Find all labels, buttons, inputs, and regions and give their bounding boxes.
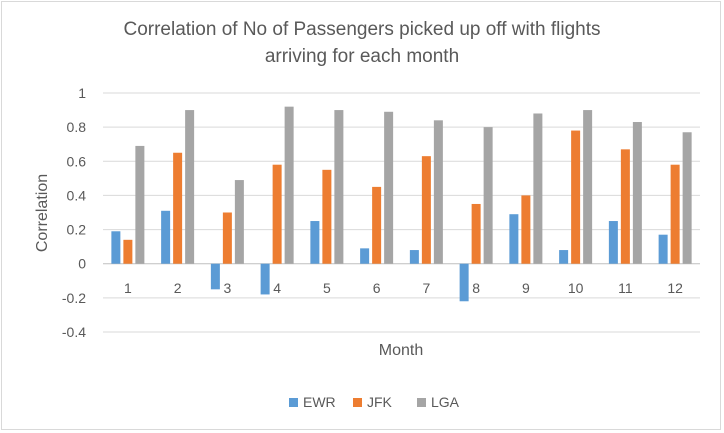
bar-jfk (173, 152, 183, 264)
bar-ewr (210, 263, 220, 290)
bar-lga (384, 111, 394, 264)
legend-swatch-lga (417, 398, 426, 407)
bar-lga (284, 106, 294, 264)
y-tick-label: 1 (78, 85, 86, 101)
bar-lga (533, 113, 543, 264)
legend-swatch-ewr (289, 398, 298, 407)
bar-lga (483, 127, 493, 264)
y-tick-label: 0.6 (67, 153, 87, 169)
y-tick-label: -0.2 (62, 290, 86, 306)
bar-jfk (421, 156, 431, 264)
x-tick-label: 12 (667, 280, 683, 296)
bar-jfk (272, 164, 282, 264)
x-axis-label: Month (379, 342, 423, 359)
bar-jfk (471, 203, 481, 264)
y-tick-label: -0.4 (62, 324, 86, 340)
x-tick-label: 1 (124, 280, 132, 296)
x-tick-label: 3 (223, 280, 231, 296)
bar-lga (682, 132, 692, 264)
x-axis-ticks: 1 2 3 4 5 6 7 8 9 10 11 12 (124, 280, 683, 296)
bar-ewr (559, 250, 569, 264)
bar-ewr (310, 221, 320, 264)
bar-lga (234, 180, 244, 264)
legend: EWR JFK LGA (289, 394, 460, 410)
bar-jfk (372, 186, 382, 264)
bar-lga (433, 120, 443, 264)
bar-lga (583, 110, 593, 264)
bar-ewr (409, 250, 419, 264)
bars (111, 106, 692, 302)
bar-ewr (161, 210, 171, 264)
x-tick-label: 9 (522, 280, 530, 296)
bar-jfk (620, 149, 630, 264)
y-tick-label: 0.2 (67, 222, 87, 238)
bar-ewr (608, 221, 618, 264)
x-tick-label: 10 (568, 280, 584, 296)
bar-lga (185, 110, 195, 264)
gridlines (103, 92, 700, 333)
bar-jfk (571, 130, 581, 264)
chart-title-line-1: Correlation of No of Passengers picked u… (123, 19, 600, 40)
y-tick-label: 0 (78, 256, 86, 272)
x-tick-label: 7 (422, 280, 430, 296)
bar-ewr (360, 248, 370, 264)
x-tick-label: 8 (472, 280, 480, 296)
x-tick-label: 11 (618, 280, 633, 296)
bar-jfk (222, 212, 232, 264)
y-tick-label: 0.8 (67, 119, 87, 135)
bar-ewr (260, 263, 270, 295)
bar-lga (135, 145, 145, 264)
bar-ewr (459, 263, 469, 302)
x-tick-label: 4 (273, 280, 281, 296)
legend-label: JFK (367, 394, 393, 410)
legend-swatch-jfk (353, 398, 362, 407)
legend-label: LGA (431, 394, 460, 410)
chart-title-line-2: arriving for each month (265, 46, 459, 67)
y-tick-label: 0.4 (67, 187, 87, 203)
bar-lga (632, 122, 642, 264)
y-axis-label: Correlation (34, 174, 51, 252)
x-tick-label: 6 (373, 280, 381, 296)
bar-jfk (521, 195, 531, 264)
bar-ewr (111, 231, 121, 264)
bar-jfk (123, 239, 133, 264)
bar-jfk (322, 169, 332, 264)
y-axis-ticks: -0.4 -0.2 0 0.2 0.4 0.6 0.8 1 (62, 85, 86, 340)
bar-jfk (670, 164, 680, 264)
x-tick-label: 2 (174, 280, 182, 296)
legend-label: EWR (303, 394, 336, 410)
x-tick-label: 5 (323, 280, 331, 296)
bar-ewr (658, 234, 668, 264)
bar-lga (334, 110, 344, 264)
bar-ewr (509, 214, 519, 264)
